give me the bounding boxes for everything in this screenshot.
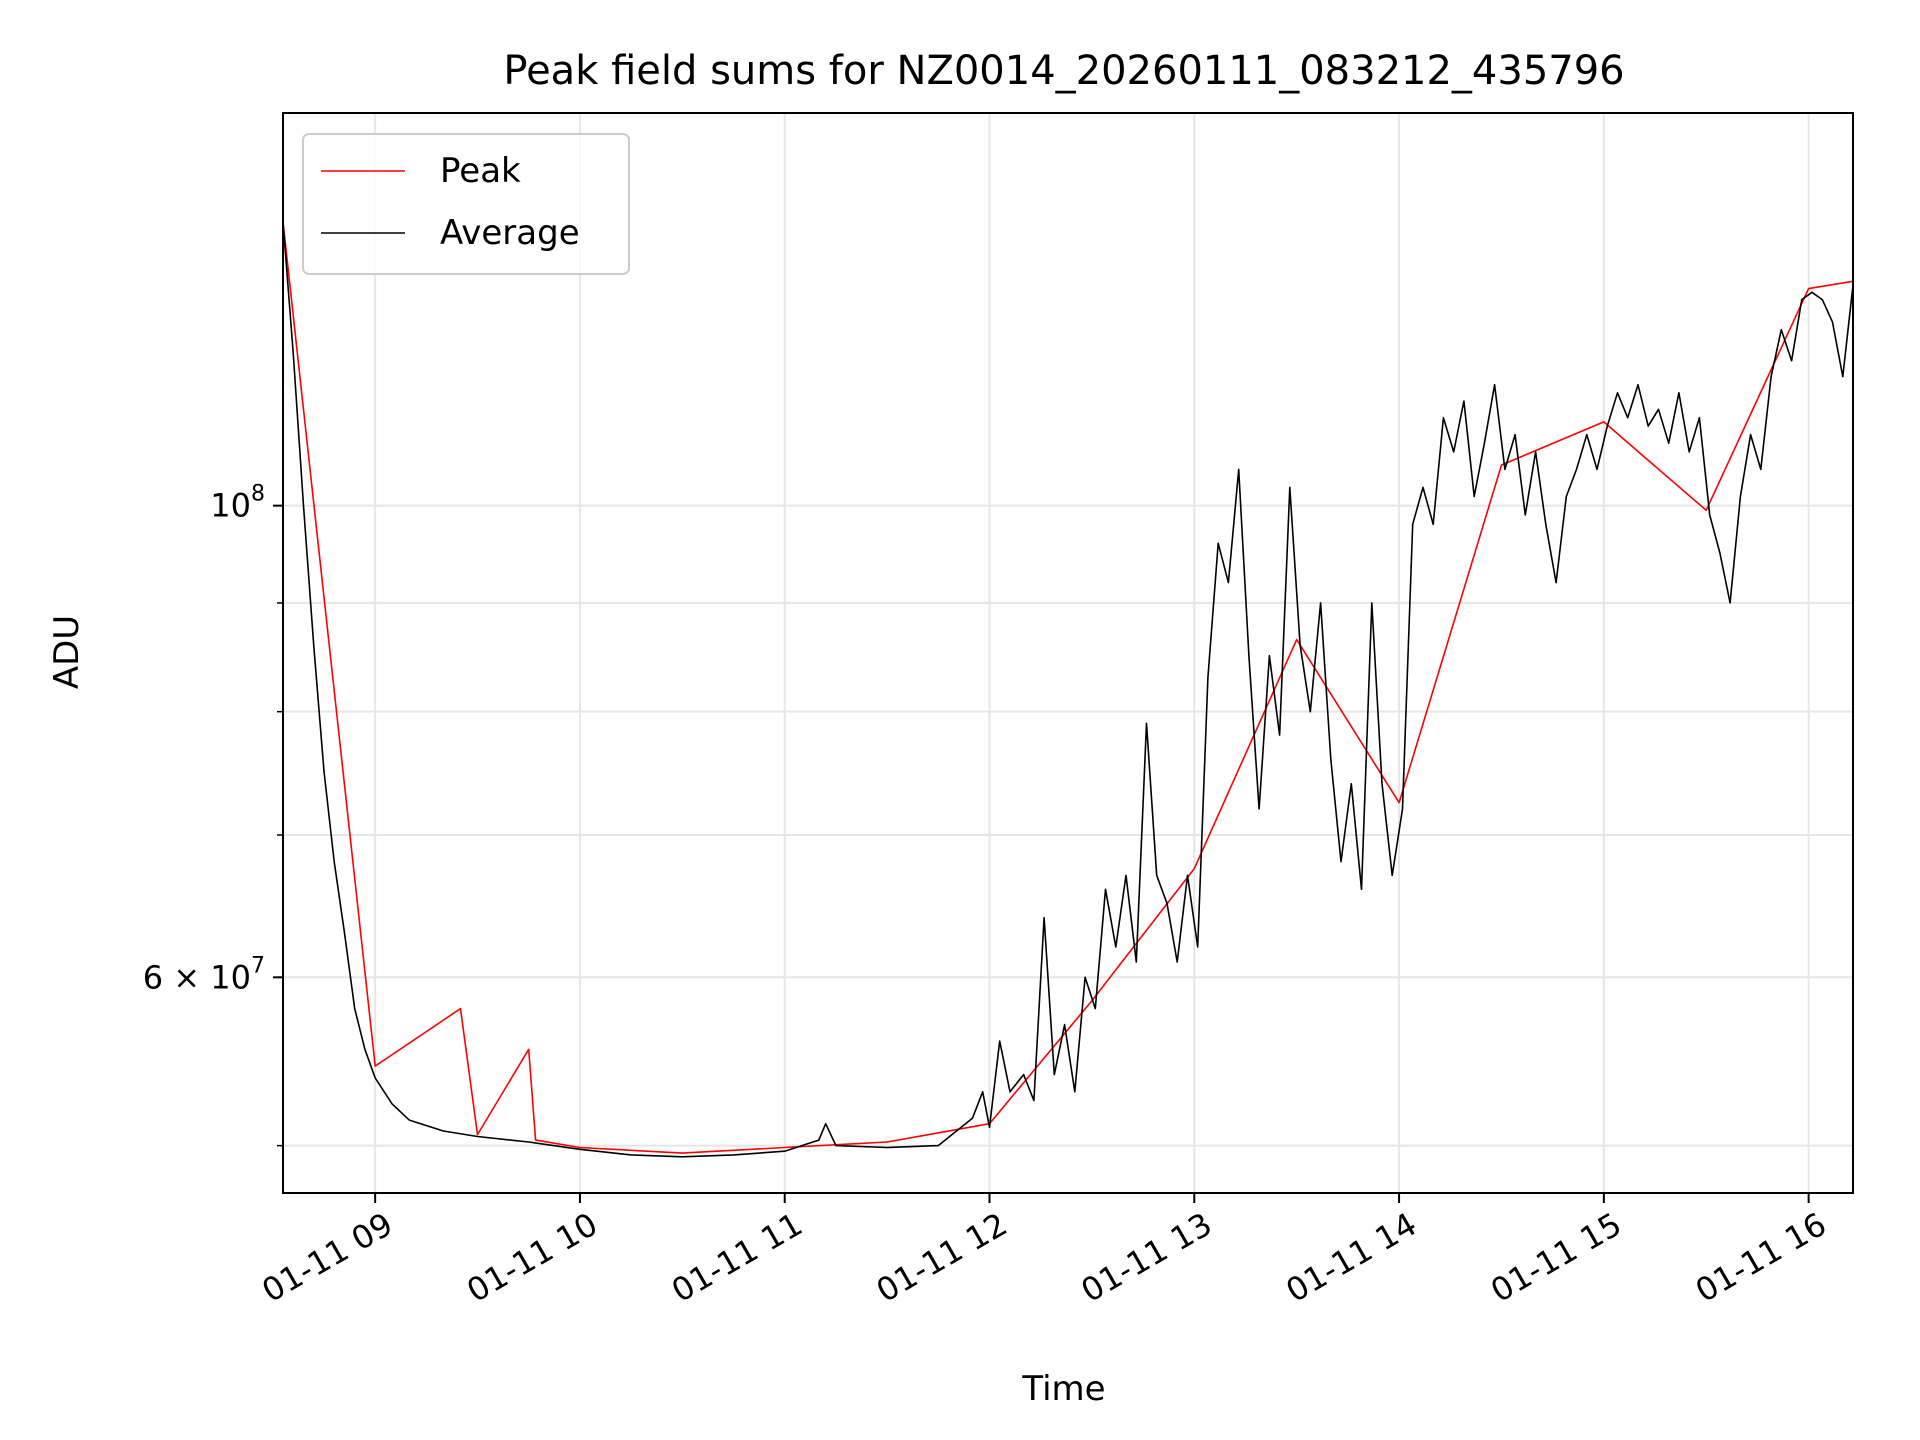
y-axis-label: ADU <box>47 615 87 689</box>
x-axis-label: Time <box>1021 1369 1105 1409</box>
legend-label-peak: Peak <box>440 151 521 191</box>
series-line-average <box>282 221 1854 1158</box>
y-tick-exponent: 7 <box>251 953 265 978</box>
y-tick-base: 10 <box>210 487 251 525</box>
legend: Peak Average <box>302 133 630 275</box>
chart-title: Peak field sums for NZ0014_20260111_0832… <box>503 48 1624 94</box>
y-tick-label: 108 <box>210 482 265 525</box>
legend-box <box>302 133 630 275</box>
y-tick-label: 6 × 107 <box>143 953 265 996</box>
legend-label-average: Average <box>440 213 580 253</box>
y-axis: 108 6 × 107 <box>143 482 283 1147</box>
y-tick-exponent: 8 <box>251 482 265 507</box>
y-tick-base: 6 × 10 <box>143 958 251 996</box>
grid-lines <box>283 113 1853 1193</box>
series-line-peak <box>282 221 1854 1154</box>
series-layer <box>282 221 1854 1158</box>
plot-frame <box>282 112 1854 1194</box>
